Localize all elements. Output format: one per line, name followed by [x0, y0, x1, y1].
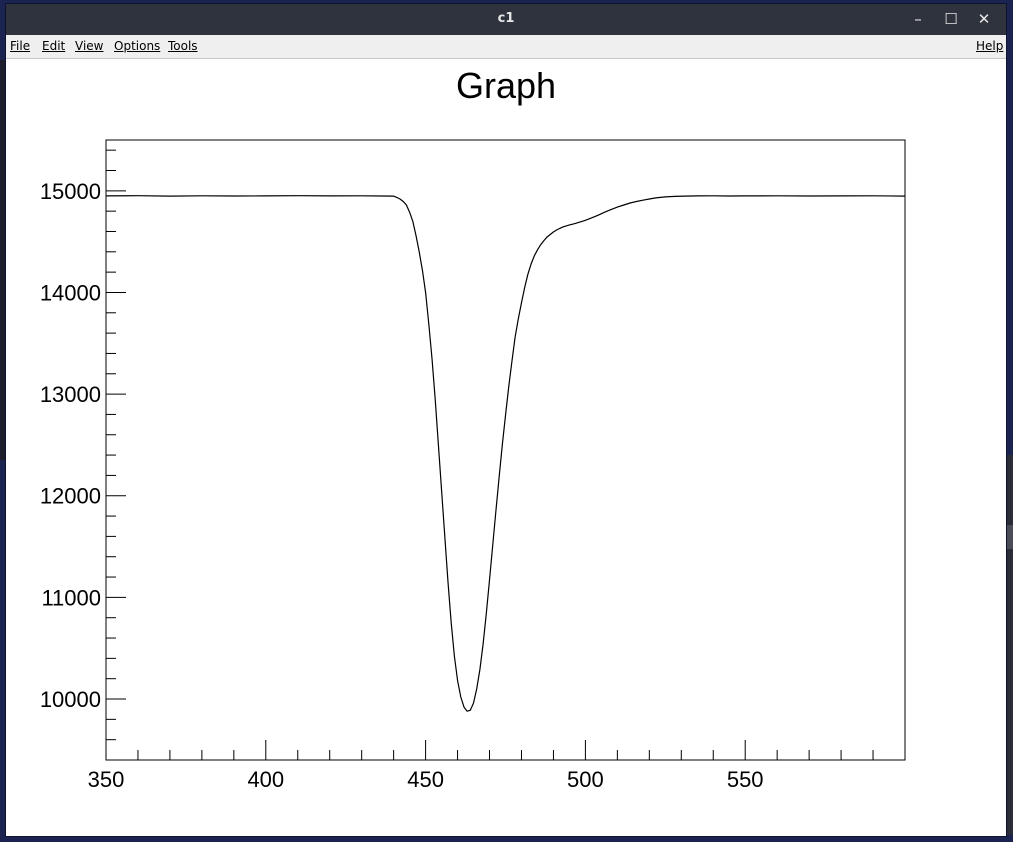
- series-line-0: [105, 195, 906, 712]
- x-tick-label: 500: [567, 767, 604, 792]
- y-tick-label: 15000: [40, 179, 101, 204]
- window-title: c1: [497, 11, 515, 26]
- menu-edit[interactable]: Edit: [42, 39, 66, 53]
- minimize-icon[interactable]: –: [914, 10, 922, 28]
- y-tick-label: 13000: [40, 382, 101, 407]
- x-tick-label: 400: [247, 767, 284, 792]
- x-tick-label: 450: [407, 767, 444, 792]
- menu-bar: File Edit View Options Tools Help: [6, 35, 1006, 59]
- menu-help[interactable]: Help: [976, 39, 1004, 53]
- x-tick-label: 550: [727, 767, 764, 792]
- chart-title: Graph: [455, 65, 557, 106]
- chart-area: 350 400 450 500 550 10000 11000 12000 13000 14000…: [40, 139, 906, 792]
- x-tick-label: 350: [88, 767, 125, 792]
- plot-canvas[interactable]: Graph 350 400 450 500 550 10000 11000 12000 1300…: [6, 59, 1006, 836]
- title-bar[interactable]: c1 – ☐ ✕: [6, 4, 1006, 35]
- menu-file[interactable]: File: [10, 39, 31, 53]
- y-tick-label: 12000: [40, 484, 101, 509]
- maximize-icon[interactable]: ☐: [944, 10, 958, 28]
- y-tick-label: 10000: [40, 687, 101, 712]
- background-window-right: [1006, 455, 1013, 835]
- y-tick-label: 14000: [40, 280, 101, 305]
- background-terminal: [0, 60, 8, 460]
- close-icon[interactable]: ✕: [977, 10, 991, 28]
- plot-frame: [105, 139, 906, 761]
- menu-view[interactable]: View: [75, 39, 104, 53]
- root-canvas-window: c1 – ☐ ✕ File Edit View Options Tools He…: [6, 4, 1006, 836]
- menu-tools[interactable]: Tools: [168, 39, 198, 53]
- background-window-right-selection: [1006, 525, 1013, 549]
- y-tick-label: 11000: [41, 585, 101, 610]
- menu-options[interactable]: Options: [114, 39, 161, 53]
